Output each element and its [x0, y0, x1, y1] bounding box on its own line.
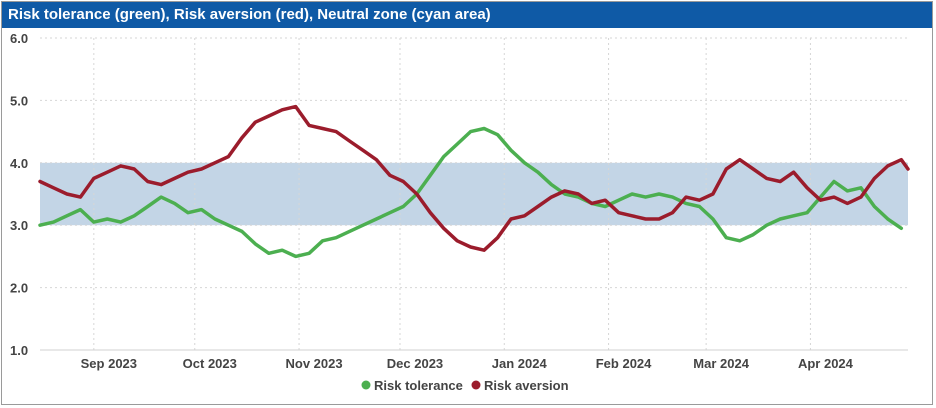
series-layer	[38, 104, 910, 259]
chart-title: Risk tolerance (green), Risk aversion (r…	[2, 2, 932, 28]
y-tick-label: 3.0	[10, 218, 28, 233]
legend-marker-risk-tolerance	[361, 380, 371, 390]
legend-marker-risk-aversion	[471, 380, 481, 390]
risk-aversion-line	[38, 104, 910, 252]
neutral-zone-band	[40, 162, 908, 226]
y-tick-label: 4.0	[10, 156, 28, 171]
x-axis-ticks: Sep 2023 Oct 2023 Nov 2023 Dec 2023 Jan 2024…	[81, 356, 854, 371]
risk-tolerance-line	[38, 126, 904, 259]
x-tick-label: Mar 2024	[693, 356, 749, 371]
y-tick-label: 1.0	[10, 343, 28, 358]
legend: Risk tolerance Risk aversion	[361, 378, 569, 393]
x-tick-label: Dec 2023	[387, 356, 443, 371]
x-tick-label: Apr 2024	[798, 356, 854, 371]
legend-label-risk-tolerance: Risk tolerance	[374, 378, 463, 393]
x-tick-label: Feb 2024	[596, 356, 652, 371]
grid	[40, 37, 908, 351]
neutral-zone-layer	[40, 162, 908, 226]
x-tick-label: Oct 2023	[183, 356, 237, 371]
x-tick-label: Jan 2024	[492, 356, 548, 371]
legend-label-risk-aversion: Risk aversion	[484, 378, 569, 393]
y-tick-label: 5.0	[10, 93, 28, 108]
x-tick-label: Nov 2023	[286, 356, 343, 371]
y-tick-label: 2.0	[10, 281, 28, 296]
y-axis-ticks: 1.0 2.0 3.0 4.0 5.0 6.0	[10, 31, 28, 358]
y-tick-label: 6.0	[10, 31, 28, 46]
x-tick-label: Sep 2023	[81, 356, 137, 371]
